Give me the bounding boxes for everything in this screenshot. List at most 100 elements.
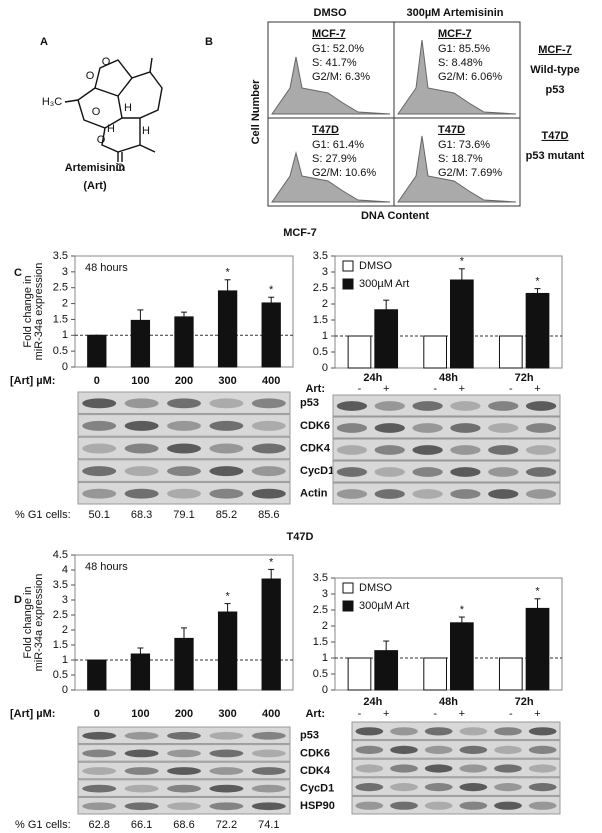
- blot-band: [209, 802, 244, 811]
- y-tick-label: 3: [322, 588, 328, 600]
- blot-band: [124, 420, 159, 431]
- y-tick-label: 0: [322, 684, 328, 696]
- blot-band: [528, 764, 557, 773]
- y-tick-label: 2.5: [53, 282, 68, 294]
- y-tick-label: 0: [62, 361, 68, 373]
- panel-label: B: [205, 36, 213, 48]
- blot-band: [412, 489, 443, 499]
- blot-band: [251, 398, 286, 409]
- x-tick-label: 100: [131, 375, 149, 387]
- x-tick-label: 100: [131, 708, 149, 720]
- blot-band: [424, 764, 453, 773]
- blot-band: [336, 467, 368, 477]
- y-tick-label: 3: [62, 266, 68, 278]
- atom-label: O: [102, 56, 111, 68]
- row-name: MCF-7: [538, 44, 572, 56]
- protein-label: HSP90: [300, 800, 335, 812]
- blot-band: [525, 423, 557, 433]
- blot-strip: [351, 758, 561, 778]
- row-desc: p53: [546, 84, 565, 96]
- blot-band: [494, 727, 522, 736]
- blot-strip: [332, 416, 561, 439]
- blot-band: [251, 802, 286, 811]
- x-axis-label: [Art] µM:: [10, 375, 55, 387]
- blot-band: [488, 401, 519, 411]
- blot-band: [82, 420, 117, 431]
- y-tick-label: 0: [62, 684, 68, 696]
- x-axis-label: Art:: [305, 708, 325, 720]
- blot-band: [167, 443, 201, 454]
- cycle-stat: G1: 61.4%: [312, 139, 364, 151]
- y-axis-label: Fold change in: [22, 275, 34, 347]
- blot-band: [374, 467, 405, 477]
- treatment-sign: -: [433, 708, 437, 720]
- blot-band: [167, 488, 201, 499]
- blot-band: [355, 801, 384, 810]
- x-tick-label: 300: [218, 375, 236, 387]
- blot-band: [450, 489, 481, 499]
- plot-frame: [334, 255, 563, 369]
- protein-label: p53: [300, 730, 319, 742]
- y-tick-label: 1.5: [53, 313, 68, 325]
- y-tick-label: 3: [62, 594, 68, 606]
- blot-band: [459, 801, 488, 810]
- treatment-sign: +: [534, 383, 540, 395]
- blot-band: [209, 488, 244, 499]
- protein-label: Actin: [300, 488, 328, 500]
- cycle-stat: S: 27.9%: [312, 153, 357, 165]
- y-tick-label: 3: [322, 266, 328, 278]
- cell-line: MCF-7: [312, 28, 346, 40]
- x-tick-label: 48h: [439, 696, 458, 708]
- blot-band: [167, 749, 201, 758]
- histogram: [397, 135, 517, 203]
- blot-band: [488, 423, 519, 433]
- treatment-sign: +: [459, 708, 465, 720]
- atom-label: H: [124, 102, 132, 114]
- legend-swatch: [342, 278, 354, 290]
- blot-band: [528, 783, 557, 792]
- atom-label: O: [86, 70, 95, 82]
- g1-value: 68.6: [173, 819, 194, 831]
- g1-label: % G1 cells:: [15, 819, 71, 831]
- blot-band: [209, 420, 244, 431]
- blot-band: [209, 749, 244, 758]
- y-tick-label: 1.5: [313, 314, 328, 326]
- blot-strip: [351, 777, 561, 796]
- cycle-stat: G2/M: 6.3%: [312, 71, 370, 83]
- blot-band: [336, 445, 368, 455]
- blot-band: [209, 443, 244, 454]
- blot-band: [374, 401, 405, 411]
- treatment-sign: -: [509, 708, 513, 720]
- y-tick-label: 1: [62, 329, 68, 341]
- legend-swatch: [342, 260, 354, 272]
- y-axis-label: miR-34a expression: [33, 574, 45, 672]
- blot-band: [251, 443, 286, 454]
- g1-value: 66.1: [131, 819, 152, 831]
- g1-value: 85.2: [216, 509, 237, 521]
- y-axis-label: miR-34a expression: [33, 263, 45, 361]
- blot-band: [424, 727, 453, 736]
- blot-band: [494, 801, 522, 810]
- y-tick-label: 2: [322, 620, 328, 632]
- y-axis-label: Fold change in: [22, 586, 34, 658]
- blot-band: [355, 745, 384, 754]
- section-title: T47D: [287, 531, 314, 543]
- plot-frame: [334, 577, 563, 691]
- cell-line: T47D: [438, 124, 465, 136]
- blot-band: [124, 466, 159, 477]
- blot-band: [494, 745, 522, 754]
- g1-value: 50.1: [88, 509, 109, 521]
- y-tick-label: 3.5: [53, 250, 68, 262]
- legend-label: DMSO: [359, 260, 392, 272]
- blot-band: [82, 749, 117, 758]
- x-tick-label: 400: [262, 375, 280, 387]
- blot-strip: [332, 460, 561, 483]
- blot-band: [124, 749, 159, 758]
- blot-band: [167, 420, 201, 431]
- blot-band: [124, 784, 159, 793]
- y-tick-label: 1: [62, 654, 68, 666]
- panel-label: D: [14, 594, 22, 606]
- flow-x-label: DNA Content: [361, 210, 429, 222]
- y-tick-label: 3.5: [313, 250, 328, 262]
